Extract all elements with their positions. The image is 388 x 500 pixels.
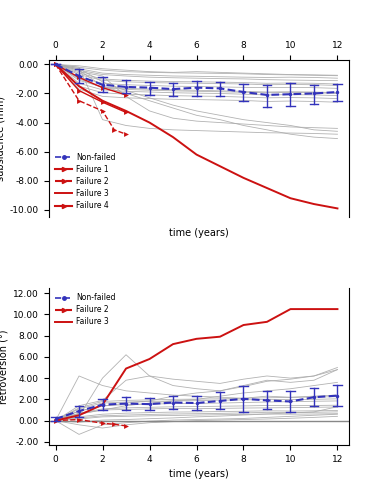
X-axis label: time (years): time (years) — [169, 228, 229, 238]
Legend: Non-failed, Failure 1, Failure 2, Failure 3, Failure 4: Non-failed, Failure 1, Failure 2, Failur… — [55, 153, 116, 210]
Legend: Non-failed, Failure 2, Failure 3: Non-failed, Failure 2, Failure 3 — [55, 293, 116, 326]
Y-axis label: subsidence (mm): subsidence (mm) — [0, 96, 5, 181]
X-axis label: time (years): time (years) — [169, 470, 229, 480]
Y-axis label: retroversion (°): retroversion (°) — [0, 329, 9, 404]
